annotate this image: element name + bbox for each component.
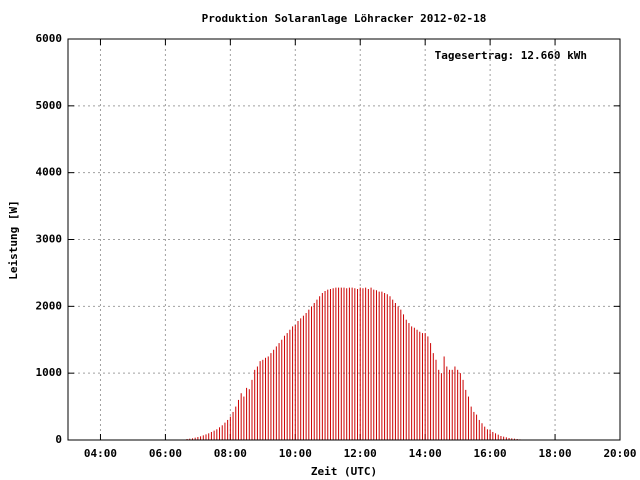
y-tick-label: 6000: [36, 32, 63, 45]
plot-border: [67, 38, 621, 441]
y-tick-label: 2000: [36, 299, 63, 312]
y-tick-label: 3000: [36, 233, 63, 246]
x-tick-label: 18:00: [538, 447, 571, 460]
x-tick-label: 20:00: [603, 447, 636, 460]
x-tick-label: 04:00: [84, 447, 117, 460]
x-tick-label: 14:00: [409, 447, 442, 460]
y-axis-label: Leistung [W]: [7, 200, 20, 279]
y-tick-label: 5000: [36, 99, 63, 112]
y-tick-label: 0: [55, 433, 62, 446]
x-tick-label: 08:00: [214, 447, 247, 460]
x-tick-label: 16:00: [474, 447, 507, 460]
annotation: Tagesertrag: 12.660 kWh: [435, 49, 587, 62]
x-axis-label: Zeit (UTC): [311, 465, 377, 478]
y-tick-label: 1000: [36, 366, 63, 379]
x-tick-label: 10:00: [279, 447, 312, 460]
x-tick-label: 06:00: [149, 447, 182, 460]
chart-title: Produktion Solaranlage Löhracker 2012-02…: [202, 12, 487, 25]
x-tick-label: 12:00: [344, 447, 377, 460]
y-tick-label: 4000: [36, 166, 63, 179]
